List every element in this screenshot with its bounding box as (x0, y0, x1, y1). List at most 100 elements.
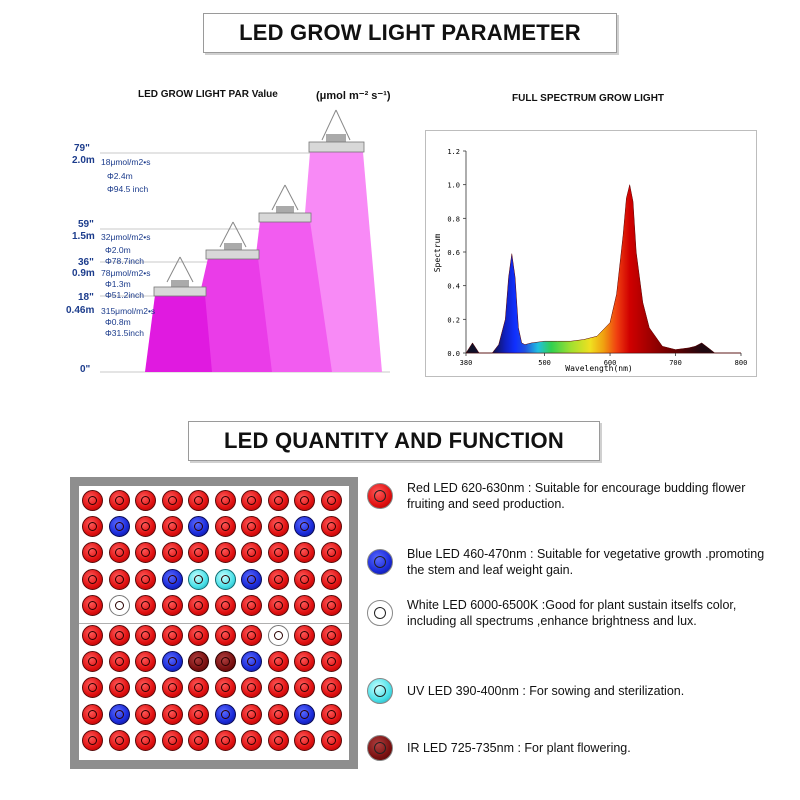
height-m-1-5: 1.5m (72, 231, 95, 242)
legend-blue: Blue LED 460-470nm : Suitable for vegeta… (367, 546, 777, 578)
par-chart-title: LED GROW LIGHT PAR Value (138, 89, 278, 100)
white-led (108, 594, 130, 616)
height-m-2: 2.0m (72, 155, 95, 166)
height-inch-59: 59" (78, 219, 94, 230)
red-led (320, 677, 342, 699)
height-m-0-9: 0.9m (72, 268, 95, 279)
led-panel (70, 477, 358, 769)
red-led (108, 568, 130, 590)
red-led (267, 568, 289, 590)
legend-white-text: White LED 6000-6500K :Good for plant sus… (407, 598, 737, 628)
red-led (294, 625, 315, 646)
lamp-3-icon (258, 184, 312, 223)
par-diagram (100, 109, 390, 373)
red-led (135, 729, 156, 751)
legend-red-text: Red LED 620-630nm : Suitable for encoura… (407, 481, 746, 511)
red-led (188, 594, 209, 616)
section-title-parameter: LED GROW LIGHT PARAMETER (203, 13, 617, 53)
uv-led (188, 568, 209, 590)
red-led (241, 594, 262, 616)
red-led (267, 594, 289, 616)
red-led (188, 625, 209, 646)
par-note-1: 18μmol/m2•s Φ2.4m Φ94.5 inch (101, 157, 151, 194)
spectrum-frame: 0.0 0.2 0.4 0.6 0.8 1.0 1.2 380 500 600 700 800 Wav… (425, 130, 757, 377)
y-tick-label: 1.2 (447, 148, 460, 156)
red-led (267, 542, 289, 564)
red-led (161, 542, 183, 564)
red-led (241, 625, 262, 646)
red-led (82, 729, 103, 751)
height-inch-0: 0" (80, 364, 91, 375)
par-note-3: 78μmol/m2•s Φ1.3m Φ51.2inch (101, 268, 151, 300)
red-led (82, 542, 103, 564)
red-led (135, 490, 156, 511)
x-tick-label: 380 (460, 359, 473, 367)
red-led (214, 625, 236, 646)
legend-uv: UV LED 390-400nm : For sowing and steril… (367, 678, 777, 704)
red-led (241, 729, 262, 751)
y-tick-label: 1.0 (447, 182, 460, 190)
x-tick-label: 500 (538, 359, 551, 367)
legend-ir-text: IR LED 725-735nm : For plant flowering. (407, 741, 631, 755)
red-led (267, 651, 289, 673)
blue-led-icon (367, 549, 393, 575)
par-note-4: 315μmol/m2•s Φ0.8m Φ31.5inch (101, 306, 156, 338)
red-led (267, 490, 289, 511)
blue-led (294, 703, 315, 725)
panel-divider (79, 623, 349, 624)
red-led (214, 677, 236, 699)
red-led (82, 651, 103, 673)
red-led (82, 594, 103, 616)
red-led (320, 625, 342, 646)
red-led (320, 516, 342, 538)
red-led (267, 677, 289, 699)
ir-led (214, 651, 236, 673)
legend-uv-text: UV LED 390-400nm : For sowing and steril… (407, 684, 685, 698)
red-led (241, 542, 262, 564)
red-led (161, 490, 183, 511)
red-led (320, 594, 342, 616)
red-led (161, 594, 183, 616)
red-led (135, 703, 156, 725)
lamp-4-icon (308, 109, 365, 153)
blue-led (161, 651, 183, 673)
red-led (214, 594, 236, 616)
red-led (135, 594, 156, 616)
red-led (161, 625, 183, 646)
blue-led (188, 516, 209, 538)
red-led (82, 625, 103, 646)
blue-led (294, 516, 315, 538)
red-led (82, 703, 103, 725)
red-led (135, 677, 156, 699)
red-led (108, 677, 130, 699)
legend-white: White LED 6000-6500K :Good for plant sus… (367, 597, 777, 629)
red-led (294, 651, 315, 673)
ir-led (188, 651, 209, 673)
blue-led (108, 703, 130, 725)
red-led (188, 490, 209, 511)
red-led (294, 568, 315, 590)
red-led (214, 729, 236, 751)
par-unit-label: (μmol m⁻² s⁻¹) (316, 90, 391, 102)
lamp-2-icon (205, 221, 260, 260)
red-led (320, 542, 342, 564)
y-tick-label: 0.8 (447, 215, 460, 223)
white-led (267, 625, 289, 646)
red-led (161, 516, 183, 538)
red-led (188, 703, 209, 725)
red-led (188, 729, 209, 751)
y-tick-label: 0.2 (447, 316, 460, 324)
red-led (214, 516, 236, 538)
red-led (241, 677, 262, 699)
red-led (135, 651, 156, 673)
red-led (161, 729, 183, 751)
red-led (161, 703, 183, 725)
red-led (294, 490, 315, 511)
red-led (320, 651, 342, 673)
height-m-0-46: 0.46m (66, 305, 95, 316)
red-led (108, 651, 130, 673)
y-tick-label: 0.4 (447, 283, 460, 291)
x-tick-label: 600 (604, 359, 617, 367)
red-led (267, 729, 289, 751)
red-led (135, 625, 156, 646)
